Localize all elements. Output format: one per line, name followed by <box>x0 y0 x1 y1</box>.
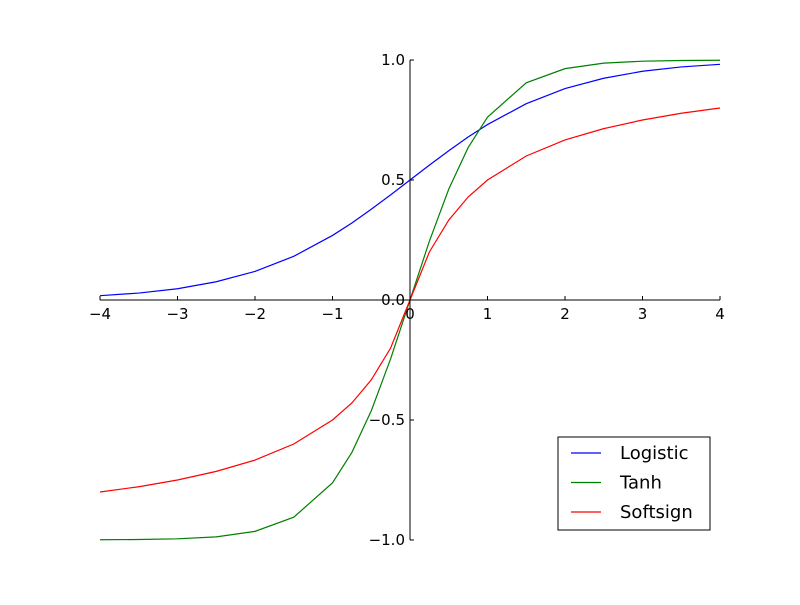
legend-frame <box>557 436 711 531</box>
x-tick-label: −3 <box>166 305 188 323</box>
y-tick-label: 0.0 <box>381 291 405 309</box>
x-tick-label: −2 <box>244 305 266 323</box>
y-tick-label: −1.0 <box>369 531 405 549</box>
x-tick-label: 2 <box>560 305 570 323</box>
x-tick-label: −1 <box>321 305 343 323</box>
x-tick-label: 4 <box>715 305 725 323</box>
x-tick-label: 0 <box>405 305 415 323</box>
x-tick-label: −4 <box>89 305 111 323</box>
y-tick-label: −0.5 <box>369 411 405 429</box>
legend-label-softsign: Softsign <box>620 502 693 523</box>
x-tick-label: 1 <box>483 305 493 323</box>
x-tick-label: 3 <box>638 305 648 323</box>
legend-label-tanh: Tanh <box>619 473 662 494</box>
legend: Logistic Tanh Softsign <box>557 436 711 531</box>
axes-layer: −4 −3 −2 −1 0 1 2 3 4 −1.0 −0.5 0.0 0.5 1.0 <box>89 51 725 549</box>
legend-label-logistic: Logistic <box>620 443 688 464</box>
y-tick-label: 0.5 <box>381 171 405 189</box>
y-tick-label: 1.0 <box>381 51 405 69</box>
